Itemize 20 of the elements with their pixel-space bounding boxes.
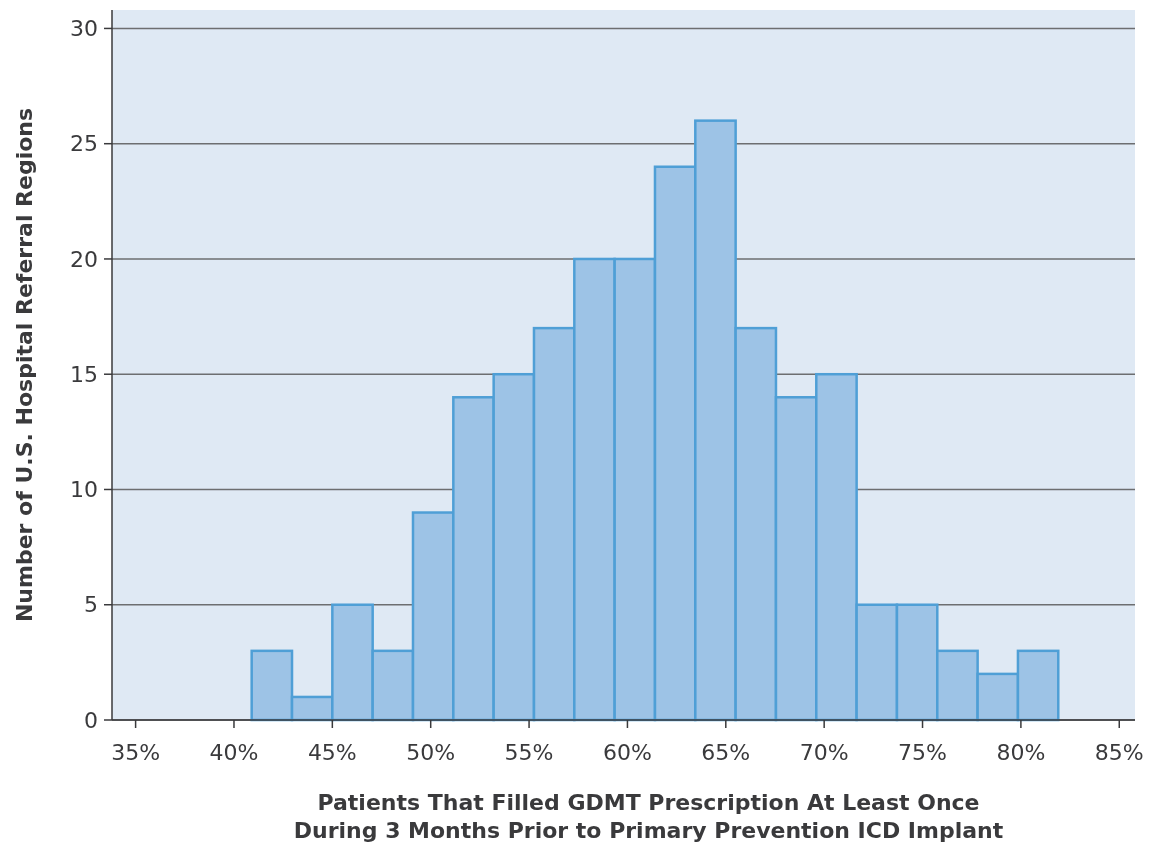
x-tick-label: 85% [1094,740,1144,765]
x-tick-label: 45% [307,740,357,765]
y-tick-label: 25 [70,131,98,157]
y-tick-label: 30 [70,16,98,42]
x-tick-label: 70% [799,740,849,765]
y-tick-label: 15 [70,361,98,387]
y-tick-label: 10 [70,477,98,503]
x-tick-label: 60% [602,740,652,765]
y-axis-title: Number of U.S. Hospital Referral Regions [12,107,37,623]
x-tick-label: 40% [209,740,259,765]
y-tick-label: 5 [84,592,98,618]
x-axis-title: Patients That Filled GDMT Prescription At Least Once During 3 Months Prior to Primary Prevention ICD Implant [293,790,1004,843]
x-tick-label: 50% [406,740,456,765]
x-tick-label: 65% [701,740,751,765]
y-tick-label: 20 [70,246,98,272]
x-tick-label: 75% [898,740,947,765]
x-tick-label: 35% [111,740,161,765]
y-tick-label: 0 [84,707,98,733]
x-tick-label: 55% [504,740,554,765]
x-tick-label: 80% [996,740,1046,765]
